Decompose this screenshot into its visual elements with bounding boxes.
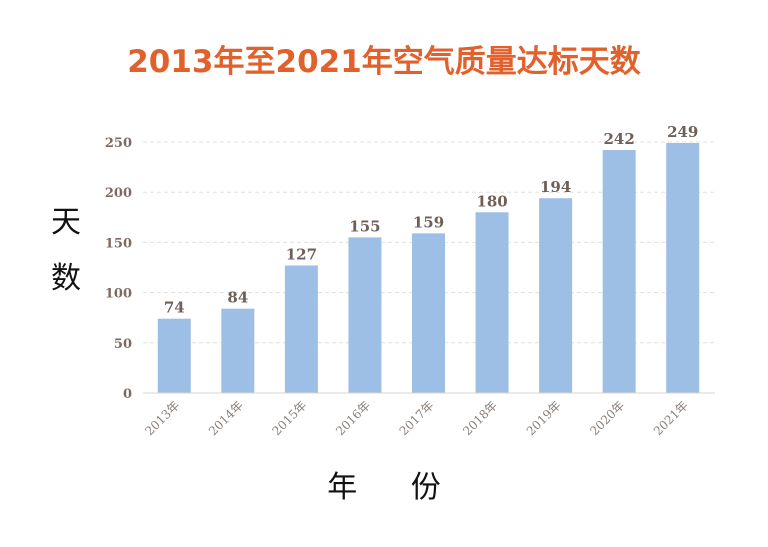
bar bbox=[221, 308, 255, 393]
y-tick-labels: 0 50 100 150 200 250 bbox=[105, 136, 132, 402]
data-label: 159 bbox=[413, 213, 444, 231]
bar bbox=[475, 212, 509, 393]
bars bbox=[157, 143, 700, 393]
data-label: 74 bbox=[164, 299, 185, 317]
bar bbox=[539, 198, 573, 393]
y-tick-label: 50 bbox=[114, 337, 132, 352]
data-label: 249 bbox=[667, 123, 698, 141]
y-tick-label: 150 bbox=[105, 236, 132, 251]
x-tick-label: 2016年 bbox=[333, 398, 373, 438]
x-tick-label: 2019年 bbox=[524, 398, 564, 438]
x-tick-label: 2020年 bbox=[587, 398, 627, 438]
data-label: 242 bbox=[604, 130, 635, 148]
bar bbox=[412, 233, 445, 393]
x-tick-label: 2021年 bbox=[651, 398, 691, 438]
data-label: 127 bbox=[286, 245, 317, 263]
x-tick-label: 2013年 bbox=[142, 398, 182, 438]
chart-title: 2013年至2021年空气质量达标天数 bbox=[127, 44, 641, 80]
y-axis-label-char: 天 bbox=[51, 205, 81, 240]
data-label: 194 bbox=[540, 178, 571, 196]
y-axis-label-char: 数 bbox=[51, 261, 81, 296]
x-tick-label: 2015年 bbox=[270, 398, 310, 438]
x-tick-labels: 2013年 2014年 2015年 2016年 2017年 2018年 2019年 2020年… bbox=[142, 398, 690, 438]
y-tick-label: 0 bbox=[123, 387, 132, 402]
x-tick-label: 2018年 bbox=[460, 398, 500, 438]
bar bbox=[602, 150, 636, 393]
x-tick-label: 2014年 bbox=[206, 398, 246, 438]
data-label: 180 bbox=[476, 192, 507, 210]
data-labels: 74 84 127 155 159 180 194 242 249 bbox=[164, 123, 699, 317]
y-axis-label-text: 天数 bbox=[48, 195, 84, 307]
bar bbox=[348, 237, 382, 393]
y-tick-label: 200 bbox=[105, 186, 132, 201]
x-tick-label: 2017年 bbox=[397, 398, 437, 438]
bar bbox=[284, 265, 318, 393]
y-tick-label: 250 bbox=[105, 136, 132, 151]
bar bbox=[666, 143, 700, 393]
bar bbox=[157, 318, 191, 393]
y-axis-label: 天数 bbox=[46, 195, 86, 307]
data-label: 84 bbox=[227, 289, 248, 307]
data-label: 155 bbox=[349, 217, 380, 235]
y-tick-label: 100 bbox=[105, 287, 132, 302]
x-axis-label: 年 份 bbox=[327, 470, 463, 505]
